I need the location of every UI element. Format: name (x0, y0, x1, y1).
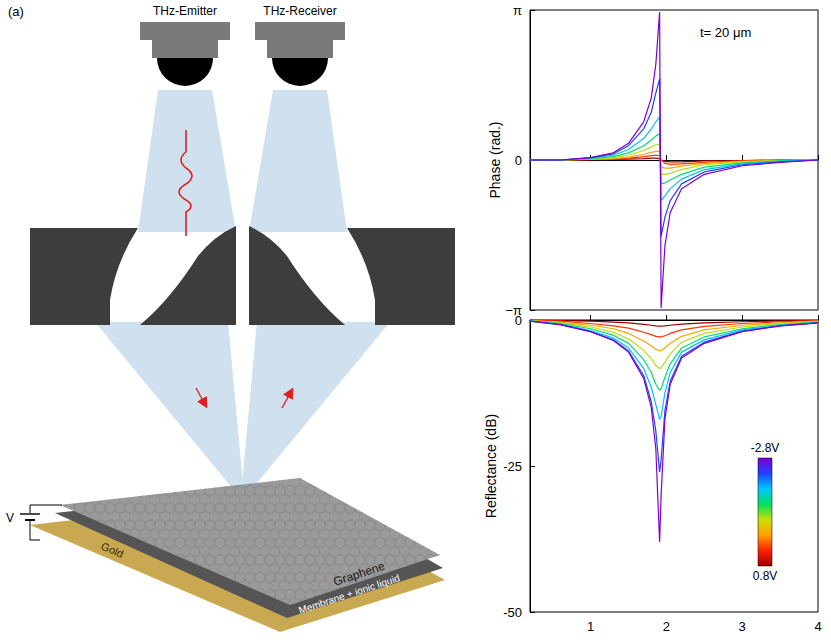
svg-text:Phase (rad.): Phase (rad.) (487, 121, 503, 198)
svg-text:Graphene: Graphene (332, 559, 387, 589)
svg-text:0.8V: 0.8V (753, 569, 778, 583)
svg-text:t= 20 μm: t= 20 μm (700, 25, 751, 40)
svg-text:2: 2 (663, 619, 670, 634)
svg-text:1: 1 (587, 619, 594, 634)
svg-text:-25: -25 (503, 459, 522, 474)
svg-text:−π: −π (505, 302, 522, 318)
svg-text:THz-Receiver: THz-Receiver (263, 4, 336, 18)
svg-text:-50: -50 (503, 605, 522, 620)
svg-text:(a): (a) (8, 4, 24, 19)
svg-text:-2.8V: -2.8V (751, 441, 780, 455)
svg-text:0: 0 (515, 153, 522, 168)
svg-text:Membrane + ionic liquid: Membrane + ionic liquid (297, 572, 401, 616)
svg-text:V: V (6, 511, 14, 525)
svg-text:π: π (513, 3, 522, 18)
svg-text:Gold: Gold (99, 540, 125, 560)
svg-text:Reflectance (dB): Reflectance (dB) (483, 414, 499, 518)
svg-text:0: 0 (515, 313, 522, 328)
svg-text:4: 4 (814, 619, 821, 634)
svg-text:3: 3 (739, 619, 746, 634)
svg-text:THz-Emitter: THz-Emitter (153, 4, 217, 18)
